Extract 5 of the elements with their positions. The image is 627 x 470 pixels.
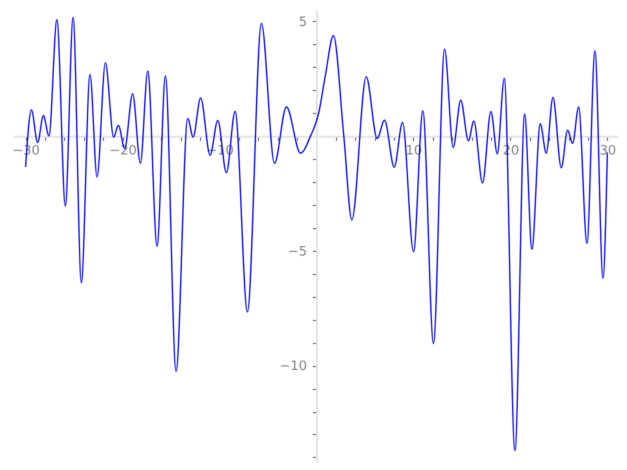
y-tick-label: −10	[280, 359, 307, 374]
x-tick-label: 30	[600, 144, 616, 159]
y-tick-label: −5	[288, 244, 307, 260]
x-tick-label: −20	[109, 144, 137, 159]
y-tick-label: 5	[298, 14, 307, 30]
